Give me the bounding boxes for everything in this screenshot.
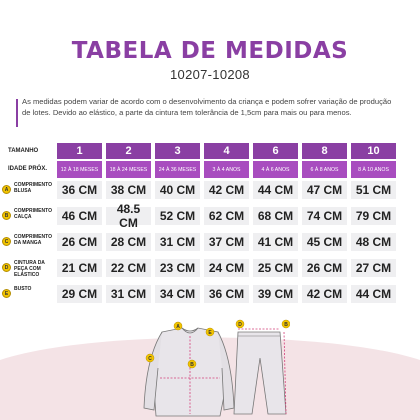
table-cell: 40 CM <box>155 181 200 199</box>
size-cell: 1 <box>57 143 102 159</box>
table-cell: 42 CM <box>204 181 249 199</box>
measurement-badge: D <box>2 263 11 272</box>
measurement-badge: C <box>2 237 11 246</box>
table-cell: 41 CM <box>253 233 298 251</box>
table-cell: 26 CM <box>302 259 347 277</box>
svg-text:B: B <box>190 362 194 368</box>
age-cell: 12 À 18 MESES <box>57 161 102 178</box>
size-cell: 3 <box>155 143 200 159</box>
size-cell: 10 <box>351 143 396 159</box>
table-cell: 45 CM <box>302 233 347 251</box>
table-cell: 68 CM <box>253 207 298 225</box>
age-cell: 4 À 6 ANOS <box>253 161 298 178</box>
table-cell: 22 CM <box>106 259 151 277</box>
table-cell: 38 CM <box>106 181 151 199</box>
table-cell: 31 CM <box>106 285 151 303</box>
table-cell: 36 CM <box>204 285 249 303</box>
note-accent-bar <box>16 99 18 127</box>
table-cell: 27 CM <box>351 259 396 277</box>
measurement-label: COMPRIMENTO DA MANGA <box>14 234 52 246</box>
age-cell: 3 À 4 ANOS <box>204 161 249 178</box>
table-cell: 21 CM <box>57 259 102 277</box>
table-cell: 39 CM <box>253 285 298 303</box>
svg-text:A: A <box>176 324 180 330</box>
table-cell: 25 CM <box>253 259 298 277</box>
svg-text:D: D <box>238 322 242 328</box>
table-cell: 51 CM <box>351 181 396 199</box>
measurement-label: COMPRIMENTO BLUSA <box>14 182 52 194</box>
table-cell: 23 CM <box>155 259 200 277</box>
measurement-label: BUSTO <box>14 286 32 292</box>
table-cell: 48.5 CM <box>106 202 151 230</box>
table-cell: 47 CM <box>302 181 347 199</box>
table-cell: 37 CM <box>204 233 249 251</box>
measurement-badge: B <box>2 211 11 220</box>
table-cell: 28 CM <box>106 233 151 251</box>
table-cell: 44 CM <box>253 181 298 199</box>
clothing-diagram: A C B E D B <box>143 319 290 417</box>
age-cell: 24 À 36 MESES <box>155 161 200 178</box>
table-cell: 62 CM <box>204 207 249 225</box>
size-cell: 6 <box>253 143 298 159</box>
pants-illustration <box>233 328 287 415</box>
table-cell: 52 CM <box>155 207 200 225</box>
age-row-label: IDADE PRÓX. <box>8 166 48 172</box>
svg-text:E: E <box>208 330 212 336</box>
age-cell: 8 À 10 ANOS <box>351 161 396 178</box>
page-title: TABELA DE MEDIDAS <box>71 38 349 64</box>
disclaimer-note: As medidas podem variar de acordo com o … <box>22 97 392 117</box>
table-cell: 36 CM <box>57 181 102 199</box>
sweatshirt-illustration <box>143 327 235 417</box>
measurement-badge: A <box>2 185 11 194</box>
size-cell: 2 <box>106 143 151 159</box>
age-cell: 18 À 24 MESES <box>106 161 151 178</box>
size-cell: 4 <box>204 143 249 159</box>
measurement-label: CINTURA DA PEÇA COM ELÁSTICO <box>14 260 45 278</box>
table-cell: 24 CM <box>204 259 249 277</box>
measurement-badge: E <box>2 289 11 298</box>
table-cell: 74 CM <box>302 207 347 225</box>
table-cell: 48 CM <box>351 233 396 251</box>
measurement-label: COMPRIMENTO CALÇA <box>14 208 52 220</box>
size-cell: 8 <box>302 143 347 159</box>
diagram-badges: A C B E D B <box>145 319 290 369</box>
svg-text:B: B <box>284 322 288 328</box>
product-code: 10207-10208 <box>170 67 250 82</box>
table-cell: 46 CM <box>57 207 102 225</box>
table-cell: 79 CM <box>351 207 396 225</box>
table-cell: 34 CM <box>155 285 200 303</box>
table-cell: 31 CM <box>155 233 200 251</box>
table-cell: 44 CM <box>351 285 396 303</box>
size-row-label: TAMANHO <box>8 148 39 154</box>
table-cell: 26 CM <box>57 233 102 251</box>
table-cell: 29 CM <box>57 285 102 303</box>
table-cell: 42 CM <box>302 285 347 303</box>
svg-text:C: C <box>148 356 152 362</box>
age-cell: 6 À 8 ANOS <box>302 161 347 178</box>
